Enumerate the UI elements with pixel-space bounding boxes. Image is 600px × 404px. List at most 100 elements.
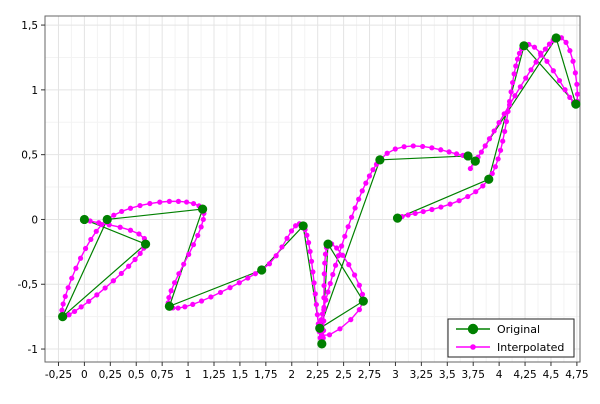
- interpolated-point: [410, 143, 416, 149]
- interpolated-point: [332, 262, 339, 268]
- interpolated-point: [456, 198, 462, 204]
- x-tick-label: 1,5: [232, 369, 249, 381]
- interpolated-point: [168, 288, 174, 294]
- original-point: [392, 213, 403, 223]
- interpolated-point: [147, 200, 153, 207]
- interpolated-point: [200, 216, 206, 223]
- interpolated-point: [480, 183, 486, 189]
- x-tick-label: 3,5: [439, 369, 456, 381]
- interpolated-point: [137, 250, 143, 257]
- interpolated-point: [319, 311, 326, 317]
- interpolated-point: [508, 89, 514, 95]
- original-point: [358, 296, 368, 306]
- interpolated-point: [567, 48, 573, 54]
- interpolated-point: [175, 305, 181, 311]
- interpolated-point: [326, 332, 333, 338]
- interpolated-point: [217, 289, 224, 296]
- interpolated-point: [384, 150, 390, 156]
- interpolated-point: [127, 227, 134, 233]
- x-axis: -0,25 0 0,25 0,5 0,75 1 1,25 1,5 1,75 2 2,25 2,5 2,7…: [45, 362, 589, 381]
- interpolated-point: [279, 244, 285, 250]
- grid: [45, 16, 580, 362]
- interpolated-point: [429, 145, 435, 151]
- interpolated-point: [516, 50, 523, 56]
- interpolated-point: [175, 198, 182, 204]
- interpolated-point: [492, 164, 498, 170]
- original-point: [298, 221, 308, 231]
- interpolated-point: [319, 332, 325, 339]
- original-point: [140, 239, 151, 249]
- interpolated-point: [284, 235, 290, 241]
- interpolated-point: [542, 46, 548, 52]
- interpolated-point: [405, 212, 411, 218]
- interpolated-point: [359, 188, 365, 194]
- x-tick-label: 1,25: [202, 369, 225, 381]
- interpolated-point: [438, 204, 444, 210]
- interpolated-point: [307, 248, 313, 255]
- original-point: [164, 301, 175, 311]
- interpolated-point: [288, 228, 295, 234]
- interpolated-point: [236, 280, 242, 286]
- x-tick-label: 0,5: [128, 369, 145, 381]
- interpolated-point: [513, 63, 519, 69]
- interpolated-point: [292, 223, 299, 229]
- interpolated-point: [198, 224, 204, 230]
- interpolated-point: [363, 180, 369, 186]
- interpolated-point: [110, 278, 117, 284]
- interpolated-point: [60, 301, 66, 307]
- y-axis: -1 -0,5 0 0,5 1 1,5: [18, 20, 45, 356]
- interpolated-point: [550, 68, 556, 74]
- interpolated-point: [321, 304, 327, 310]
- interpolated-point: [273, 253, 279, 259]
- interpolated-point: [473, 189, 479, 195]
- interpolated-point: [330, 271, 336, 278]
- interpolated-point: [127, 205, 134, 211]
- interpolated-point: [420, 208, 426, 215]
- interpolated-point: [321, 282, 327, 289]
- interpolated-point: [505, 108, 511, 115]
- interpolated-point: [321, 271, 327, 277]
- original-point: [551, 33, 561, 43]
- interpolated-point: [351, 272, 358, 278]
- interpolated-point: [190, 301, 196, 307]
- x-tick-label: 4,75: [565, 369, 588, 381]
- interpolated-point: [465, 193, 471, 200]
- interpolated-point: [429, 206, 435, 213]
- x-tick-label: 3,75: [462, 369, 485, 381]
- interpolated-point: [447, 201, 453, 207]
- interpolated-point: [69, 275, 75, 281]
- interpolated-point: [574, 81, 580, 87]
- x-tick-label: 1,75: [254, 369, 277, 381]
- interpolated-point: [312, 291, 318, 297]
- interpolated-point: [183, 199, 190, 205]
- interpolated-point: [99, 221, 105, 228]
- interpolated-point: [420, 143, 426, 150]
- legend-box: [447, 318, 575, 358]
- interpolated-point: [496, 119, 502, 126]
- interpolated-point: [88, 236, 94, 243]
- interpolated-point: [78, 304, 84, 310]
- interpolated-point: [176, 271, 182, 277]
- y-tick-label: 0,5: [21, 150, 38, 162]
- interpolated-point: [252, 271, 258, 277]
- original-line: [62, 36, 577, 344]
- interpolated-point: [82, 245, 89, 252]
- plot-area: [44, 15, 581, 363]
- interpolated-point: [570, 58, 576, 64]
- x-tick-label: 3: [392, 369, 399, 381]
- interpolated-point: [514, 56, 521, 62]
- interpolated-point: [181, 261, 187, 267]
- interpolated-point: [503, 118, 510, 125]
- legend-interpolated-marker: [470, 344, 476, 350]
- interpolated-point: [126, 263, 132, 269]
- interpolated-point: [304, 232, 310, 238]
- interpolated-point: [166, 198, 172, 204]
- original-point: [317, 339, 327, 349]
- interpolated-point: [245, 275, 251, 281]
- interpolated-point: [366, 173, 373, 179]
- x-tick-label: 1: [185, 369, 192, 381]
- interpolated-point: [335, 253, 342, 259]
- interpolated-point: [556, 77, 563, 84]
- interpolated-point: [497, 147, 504, 153]
